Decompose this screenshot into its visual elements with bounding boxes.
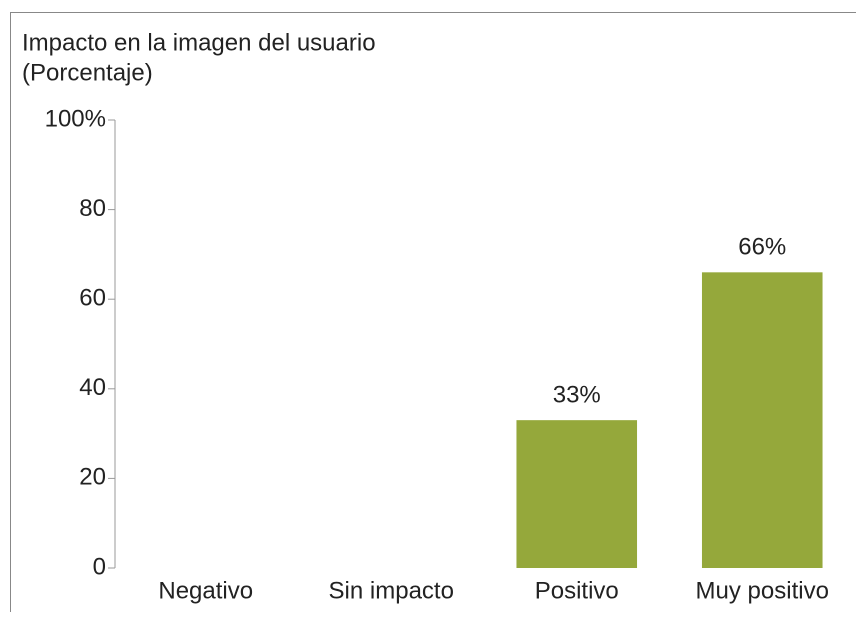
bar — [702, 272, 823, 568]
value-label: 33% — [553, 382, 601, 409]
value-label: 66% — [738, 234, 786, 261]
x-tick-label: Muy positivo — [696, 577, 829, 604]
x-tick-label: Negativo — [158, 577, 253, 604]
y-tick-label: 0 — [93, 553, 106, 580]
y-tick-label: 80 — [79, 195, 106, 222]
y-tick-label: 60 — [79, 285, 106, 312]
x-tick-label: Positivo — [535, 577, 619, 604]
x-tick-label: Sin impacto — [329, 577, 454, 604]
chart-title: Impacto en la imagen del usuario — [22, 29, 376, 56]
bar — [516, 420, 637, 568]
chart-subtitle: (Porcentaje) — [22, 59, 153, 86]
y-tick-label: 40 — [79, 374, 106, 401]
y-tick-label: 100% — [45, 105, 106, 132]
y-tick-label: 20 — [79, 464, 106, 491]
